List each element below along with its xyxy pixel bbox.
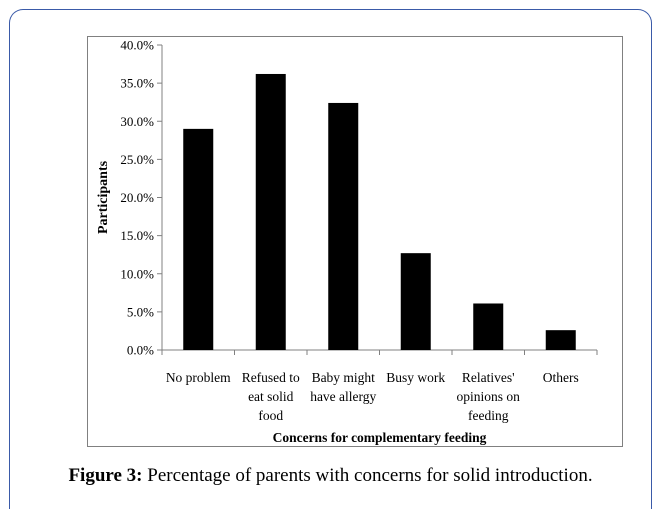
bar xyxy=(473,303,504,350)
x-tick-label: Busy work xyxy=(386,370,445,385)
y-tick-label: 30.0% xyxy=(120,114,154,129)
figure-caption-label: Figure 3: xyxy=(68,465,143,486)
x-tick-label: food xyxy=(258,408,283,423)
x-tick-label: Relatives' xyxy=(462,370,515,385)
y-tick-label: 35.0% xyxy=(120,76,154,91)
y-tick-label: 25.0% xyxy=(120,152,154,167)
x-tick-label: Baby might xyxy=(312,370,376,385)
y-tick-label: 0.0% xyxy=(127,343,154,358)
x-tick-label: feeding xyxy=(468,408,509,423)
bar xyxy=(400,253,431,350)
y-tick-label: 20.0% xyxy=(120,190,154,205)
x-tick-label: Others xyxy=(543,370,579,385)
x-tick-label: eat solid xyxy=(248,389,294,404)
x-axis-title: Concerns for complementary feeding xyxy=(273,430,487,445)
y-axis-title: Participants xyxy=(96,160,111,234)
bar xyxy=(545,330,576,350)
bar xyxy=(255,73,286,350)
y-tick-label: 10.0% xyxy=(120,266,154,281)
y-tick-label: 5.0% xyxy=(127,304,154,319)
bar xyxy=(328,102,359,350)
figure-caption-text: Percentage of parents with concerns for … xyxy=(147,465,593,486)
bar xyxy=(183,128,214,350)
y-tick-label: 15.0% xyxy=(120,228,154,243)
x-tick-label: opinions on xyxy=(457,389,521,404)
x-tick-label: No problem xyxy=(166,370,231,385)
figure-caption: Figure 3: Percentage of parents with con… xyxy=(0,465,661,487)
chart-area-frame xyxy=(87,36,623,447)
y-tick-label: 40.0% xyxy=(120,38,154,53)
x-tick-label: have allergy xyxy=(310,389,376,404)
x-tick-label: Refused to xyxy=(242,370,300,385)
